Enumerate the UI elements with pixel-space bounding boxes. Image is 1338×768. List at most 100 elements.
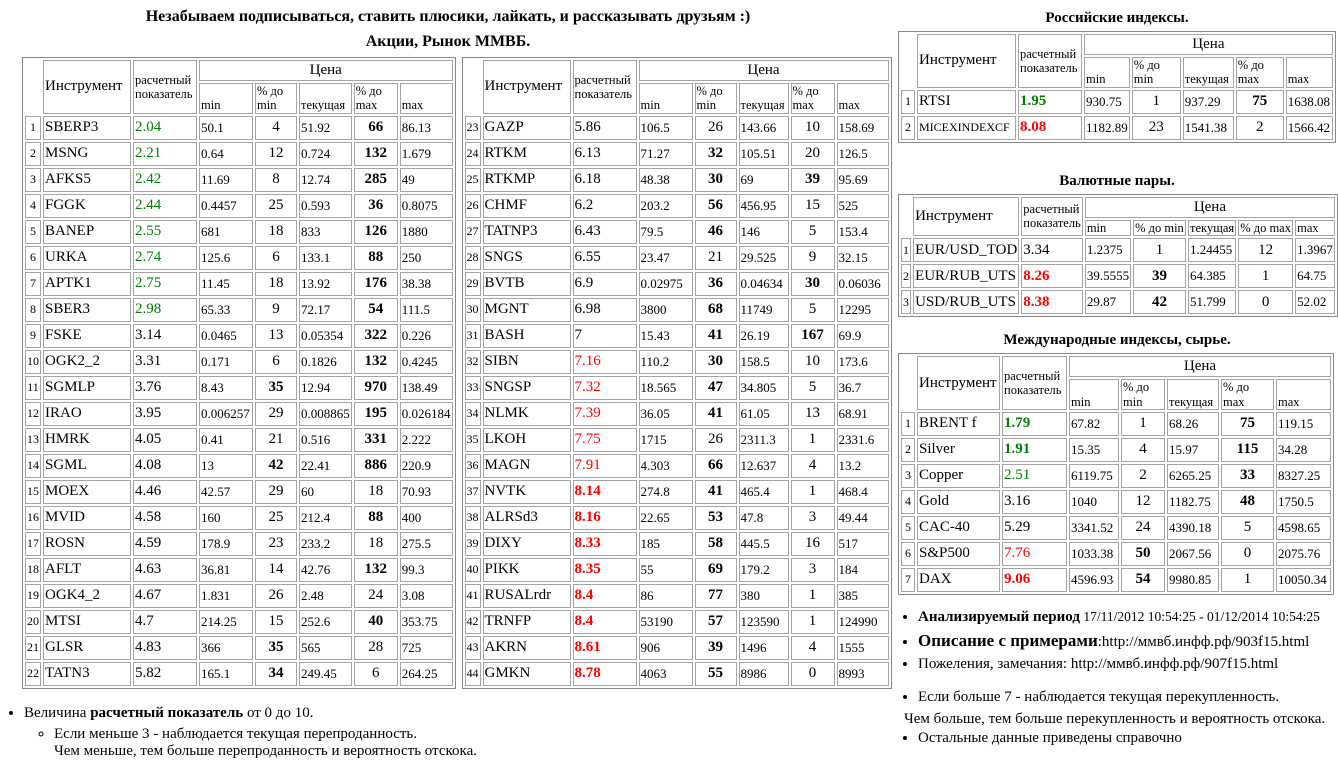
- instrument-cell: BANEP: [43, 219, 131, 244]
- pct-to-max-header: % до max: [1235, 57, 1284, 88]
- note-text: Если меньше 3 - наблюдается текущая пере…: [54, 725, 418, 742]
- pct-to-max-cell: 39: [790, 167, 835, 192]
- pct-to-min-cell: 77: [694, 583, 737, 608]
- pct-to-min-cell: 53: [694, 505, 737, 530]
- currency-pairs-title: Валютные пары.: [1059, 172, 1175, 189]
- pct-to-min-cell: 30: [694, 167, 737, 192]
- table-row: 1 SBERP3 2.04 50.1 4 51.92 66 86.13: [25, 115, 453, 140]
- table-row: 1 BRENT f 1.79 67.82 1 68.26 75 119.15: [901, 411, 1331, 436]
- stocks-section-title: Акции, Рынок ММВБ.: [365, 33, 531, 50]
- current-cell: 158.5: [738, 349, 789, 374]
- table-row: 22 TATN3 5.82 165.1 34 249.45 6 264.25: [25, 661, 453, 686]
- current-cell: 565: [299, 635, 352, 660]
- row-number-cell: 11: [25, 375, 41, 400]
- pct-to-max-header: % до max: [1221, 379, 1274, 410]
- max-cell: 0.026184: [399, 401, 453, 426]
- table-row: 28 SNGS 6.55 23.47 21 29.525 9 32.15: [464, 245, 889, 270]
- pct-to-max-cell: 24: [353, 583, 398, 608]
- min-cell: 0.64: [199, 141, 253, 166]
- page-title: Незабываем подписываться, ставить плюсик…: [145, 8, 751, 25]
- pct-to-min-cell: 66: [694, 453, 737, 478]
- row-number-cell: 15: [25, 479, 41, 504]
- pct-to-max-cell: 40: [353, 609, 398, 634]
- instrument-cell: USD/RUB_UTS: [913, 290, 1020, 315]
- pct-to-max-cell: 48: [1221, 489, 1274, 514]
- row-number-cell: 9: [25, 323, 41, 348]
- max-cell: 49.44: [836, 505, 889, 530]
- table-row: 10 OGK2_2 3.31 0.171 6 0.1826 132 0.4245: [25, 349, 453, 374]
- max-cell: 1638.08: [1285, 89, 1333, 114]
- max-cell: 119.15: [1276, 411, 1331, 436]
- pct-to-max-cell: 1: [790, 583, 835, 608]
- note-text: Если больше 7 - наблюдается текущая пере…: [918, 688, 1280, 705]
- pct-to-min-cell: 6: [255, 245, 297, 270]
- min-cell: 11.45: [199, 271, 253, 296]
- current-cell: 42.76: [299, 557, 352, 582]
- current-cell: 64.385: [1188, 264, 1237, 289]
- pct-to-max-cell: 132: [353, 141, 398, 166]
- pct-to-min-header: % до min: [255, 83, 297, 114]
- current-cell: 72.17: [299, 297, 352, 322]
- current-cell: 2311.3: [738, 427, 789, 452]
- indicator-cell: 7.76: [1002, 541, 1067, 566]
- current-cell: 51.92: [299, 115, 352, 140]
- table-row: 6 S&P500 7.76 1033.38 50 2067.56 0 2075.76: [901, 541, 1331, 566]
- row-number-cell: 28: [464, 245, 481, 270]
- min-cell: 39.5555: [1084, 264, 1132, 289]
- indicator-cell: 5.86: [572, 115, 637, 140]
- min-cell: 110.2: [638, 349, 693, 374]
- header-corner: [901, 197, 911, 236]
- pct-to-min-header: % до min: [1121, 379, 1165, 410]
- min-cell: 165.1: [199, 661, 253, 686]
- indicator-cell: 7.16: [572, 349, 637, 374]
- price-header: Цена: [638, 60, 889, 81]
- indicator-cell: 4.08: [133, 453, 197, 478]
- instrument-cell: TATN3: [43, 661, 131, 686]
- indicator-cell: 5.82: [133, 661, 197, 686]
- pct-to-min-cell: 55: [694, 661, 737, 686]
- pct-to-max-cell: 75: [1221, 411, 1274, 436]
- table-row: 1 EUR/USD_TOD 3.34 1.2375 1 1.24455 12 1.3967: [901, 238, 1335, 263]
- current-cell: 12.74: [299, 167, 352, 192]
- indicator-cell: 6.2: [572, 193, 637, 218]
- indicator-cell: 2.42: [133, 167, 197, 192]
- indicator-cell: 8.4: [572, 609, 637, 634]
- row-number-cell: 3: [901, 463, 915, 488]
- pct-to-max-cell: 0: [1238, 290, 1294, 315]
- pct-to-min-cell: 21: [694, 245, 737, 270]
- max-cell: 70.93: [399, 479, 453, 504]
- max-cell: 34.28: [1276, 437, 1331, 462]
- current-cell: 13.92: [299, 271, 352, 296]
- pct-to-max-cell: 4: [790, 453, 835, 478]
- row-number-cell: 5: [25, 219, 41, 244]
- pct-to-min-cell: 68: [694, 297, 737, 322]
- pct-to-min-cell: 26: [255, 583, 297, 608]
- pct-to-max-header: % до max: [790, 83, 835, 114]
- pct-to-max-cell: 970: [353, 375, 398, 400]
- current-header: текущая: [738, 83, 789, 114]
- max-cell: 525: [836, 193, 889, 218]
- current-cell: 123590: [738, 609, 789, 634]
- pct-to-min-cell: 42: [255, 453, 297, 478]
- min-header: min: [1084, 219, 1132, 237]
- row-number-cell: 3: [25, 167, 41, 192]
- current-cell: 143.66: [738, 115, 789, 140]
- instrument-cell: NVTK: [482, 479, 571, 504]
- instrument-cell: GLSR: [43, 635, 131, 660]
- table-row: 29 BVTB 6.9 0.02975 36 0.04634 30 0.06036: [464, 271, 889, 296]
- instrument-cell: IRAO: [43, 401, 131, 426]
- table-row: 15 MOEX 4.46 42.57 29 60 18 70.93: [25, 479, 453, 504]
- indicator-cell: 9.06: [1002, 567, 1067, 592]
- instrument-cell: SNGS: [482, 245, 571, 270]
- table-row: 17 ROSN 4.59 178.9 23 233.2 18 275.5: [25, 531, 453, 556]
- pct-to-min-cell: 23: [1131, 115, 1181, 140]
- instrument-cell: SIBN: [482, 349, 571, 374]
- note-text: Остальные данные приведены справочно: [918, 729, 1182, 746]
- table-row: 24 RTKM 6.13 71.27 32 105.51 20 126.5: [464, 141, 889, 166]
- current-cell: 105.51: [738, 141, 789, 166]
- indicator-cell: 4.05: [133, 427, 197, 452]
- instrument-cell: PIKK: [482, 557, 571, 582]
- min-cell: 42.57: [199, 479, 253, 504]
- pct-to-min-header: % до min: [1133, 219, 1187, 237]
- pct-to-min-cell: 25: [255, 193, 297, 218]
